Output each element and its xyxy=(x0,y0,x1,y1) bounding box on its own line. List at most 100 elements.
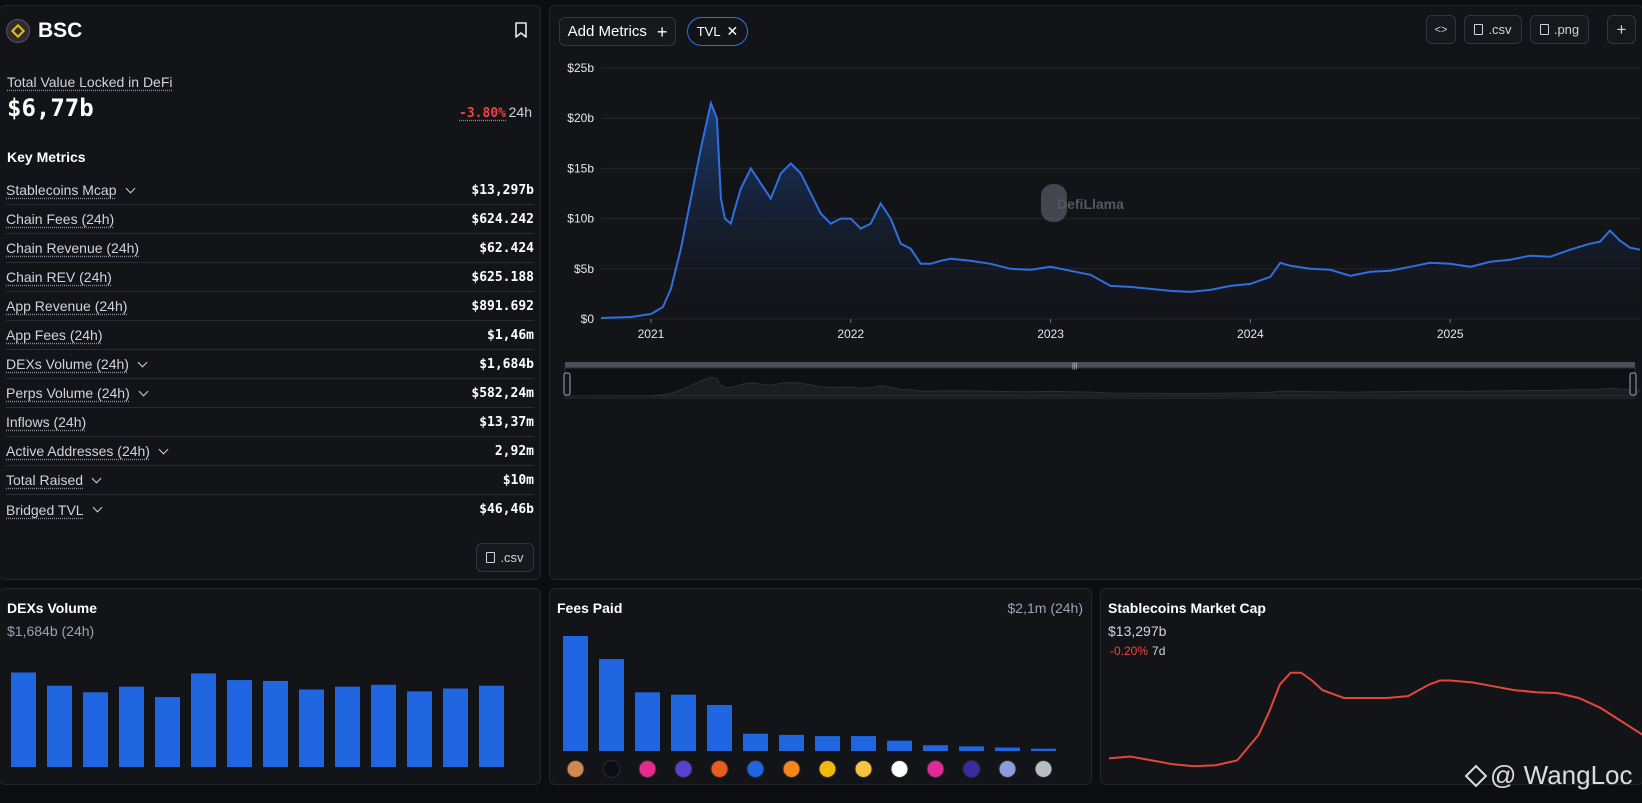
key-metric-row[interactable]: Bridged TVL $46,46b xyxy=(6,495,534,524)
basketball-icon[interactable] xyxy=(710,760,729,778)
bar[interactable] xyxy=(407,691,432,767)
key-metric-label[interactable]: Chain Revenue (24h) xyxy=(6,240,139,256)
bar[interactable] xyxy=(191,673,216,767)
pancakeswap-icon[interactable] xyxy=(566,760,585,778)
bar[interactable] xyxy=(227,680,252,767)
key-metric-label-text: Total Raised xyxy=(6,472,84,488)
wave-icon[interactable] xyxy=(746,760,765,778)
tvl-chart[interactable]: $0 $5b $10b $15b $20b $25b 2021 2022 2023 2024 20… xyxy=(550,6,1642,406)
bar[interactable] xyxy=(1031,748,1056,751)
key-metric-row[interactable]: App Revenue (24h) $891.692 xyxy=(6,292,534,321)
key-metric-row[interactable]: Chain REV (24h) $625.188 xyxy=(6,263,534,292)
chevron-down-icon[interactable] xyxy=(137,357,148,367)
binance-square-icon xyxy=(1464,764,1488,787)
bar[interactable] xyxy=(11,672,36,767)
key-metric-label[interactable]: Chain REV (24h) xyxy=(6,269,112,285)
bar[interactable] xyxy=(47,685,72,767)
bar[interactable] xyxy=(335,686,360,767)
bar[interactable] xyxy=(779,734,804,751)
metamask-icon[interactable] xyxy=(782,760,801,778)
chevron-down-icon[interactable] xyxy=(125,183,135,193)
tvl-label: Total Value Locked in DeFi xyxy=(7,74,173,90)
bar[interactable] xyxy=(959,746,984,751)
range-slider-bar[interactable] xyxy=(565,362,1635,368)
chevron-down-icon[interactable] xyxy=(92,502,103,513)
bubble-icon[interactable] xyxy=(638,760,657,778)
range-handle-right[interactable] xyxy=(1629,372,1637,396)
at-icon[interactable] xyxy=(854,760,873,778)
add-metrics-button[interactable]: Add Metrics + xyxy=(559,17,676,46)
key-metric-row[interactable]: Total Raised $10m xyxy=(6,466,534,495)
bar[interactable] xyxy=(887,740,912,751)
key-metric-label[interactable]: App Revenue (24h) xyxy=(6,298,127,314)
bar[interactable] xyxy=(923,745,948,751)
dex-volume-card[interactable]: DEXs Volume $1,684b (24h) xyxy=(0,588,541,785)
chevron-down-icon[interactable] xyxy=(158,444,169,454)
y-tick-label: $0 xyxy=(581,312,595,326)
bar[interactable] xyxy=(299,689,324,767)
range-handle-left[interactable] xyxy=(563,372,571,396)
key-metric-label[interactable]: App Fees (24h) xyxy=(6,327,103,343)
key-metric-row[interactable]: Stablecoins Mcap $13,297b xyxy=(6,176,534,205)
png-download-button[interactable]: .png xyxy=(1530,15,1589,44)
key-metric-label[interactable]: Inflows (24h) xyxy=(6,414,86,430)
bar[interactable] xyxy=(671,694,696,751)
key-metrics-title: Key Metrics xyxy=(7,149,86,165)
fees-paid-card[interactable]: Fees Paid $2,1m (24h) xyxy=(549,588,1092,785)
bar[interactable] xyxy=(371,684,396,767)
bnb-icon[interactable] xyxy=(818,760,837,778)
key-metrics-csv-button[interactable]: .csv xyxy=(476,543,534,572)
chain-overview-panel: BSC Total Value Locked in DeFi $6,77b -3… xyxy=(0,5,541,580)
csv-download-button[interactable]: .csv xyxy=(1464,15,1522,44)
bar[interactable] xyxy=(635,692,660,751)
bar[interactable] xyxy=(743,733,768,751)
bar[interactable] xyxy=(443,688,468,767)
key-metric-row[interactable]: Chain Revenue (24h) $62.424 xyxy=(6,234,534,263)
fourmeme-icon[interactable] xyxy=(674,760,693,778)
bar[interactable] xyxy=(83,692,108,767)
csv-label: .csv xyxy=(1488,22,1512,37)
bar[interactable] xyxy=(995,747,1020,751)
close-icon[interactable]: ✕ xyxy=(726,23,739,39)
bar[interactable] xyxy=(155,697,180,767)
bar[interactable] xyxy=(707,705,732,751)
fees-paid-total: $2,1m (24h) xyxy=(1007,600,1083,616)
key-metric-value: $13,297b xyxy=(471,182,534,198)
chevron-down-icon[interactable] xyxy=(138,386,149,396)
range-grip-icon[interactable]: ||| xyxy=(1072,363,1078,370)
key-metric-row[interactable]: Chain Fees (24h) $624.242 xyxy=(6,205,534,234)
key-metric-row[interactable]: DEXs Volume (24h) $1,684b xyxy=(6,350,534,379)
stablecoins-card[interactable]: Stablecoins Market Cap $13,297b -0.20% 7… xyxy=(1100,588,1642,785)
key-metric-label[interactable]: Total Raised xyxy=(6,472,102,488)
bar[interactable] xyxy=(815,736,840,751)
pinky-icon[interactable] xyxy=(926,760,945,778)
key-metric-label[interactable]: Stablecoins Mcap xyxy=(6,182,135,198)
key-metric-label[interactable]: DEXs Volume (24h) xyxy=(6,356,148,372)
key-metric-label[interactable]: Perps Volume (24h) xyxy=(6,385,149,401)
ethena-icon[interactable] xyxy=(602,760,621,778)
bar[interactable] xyxy=(851,736,876,751)
chevron-down-icon[interactable] xyxy=(91,473,102,483)
key-metric-row[interactable]: Inflows (24h) $13,37m xyxy=(6,408,534,437)
add-chart-button[interactable]: + xyxy=(1607,15,1636,44)
key-metric-row[interactable]: Perps Volume (24h) $582,24m xyxy=(6,379,534,408)
key-metric-label[interactable]: Bridged TVL xyxy=(6,501,103,518)
tvl-metric-pill[interactable]: TVL ✕ xyxy=(687,17,748,46)
ghost-icon[interactable] xyxy=(998,760,1017,778)
embed-button[interactable]: <> xyxy=(1426,15,1456,44)
bar[interactable] xyxy=(119,686,144,767)
bar[interactable] xyxy=(599,659,624,751)
pearl-icon[interactable] xyxy=(1034,760,1053,778)
key-metric-label-text: Bridged TVL xyxy=(6,501,84,518)
key-metric-label[interactable]: Active Addresses (24h) xyxy=(6,443,169,459)
sun-icon[interactable] xyxy=(890,760,909,778)
bar[interactable] xyxy=(263,680,288,767)
bookmark-icon[interactable] xyxy=(514,22,528,38)
key-metric-label[interactable]: Chain Fees (24h) xyxy=(6,211,114,227)
bar[interactable] xyxy=(563,636,588,751)
alien-icon[interactable] xyxy=(962,760,981,778)
dex-volume-chart xyxy=(11,672,504,767)
bar[interactable] xyxy=(479,685,504,767)
key-metric-row[interactable]: Active Addresses (24h) 2,92m xyxy=(6,437,534,466)
key-metric-row[interactable]: App Fees (24h) $1,46m xyxy=(6,321,534,350)
